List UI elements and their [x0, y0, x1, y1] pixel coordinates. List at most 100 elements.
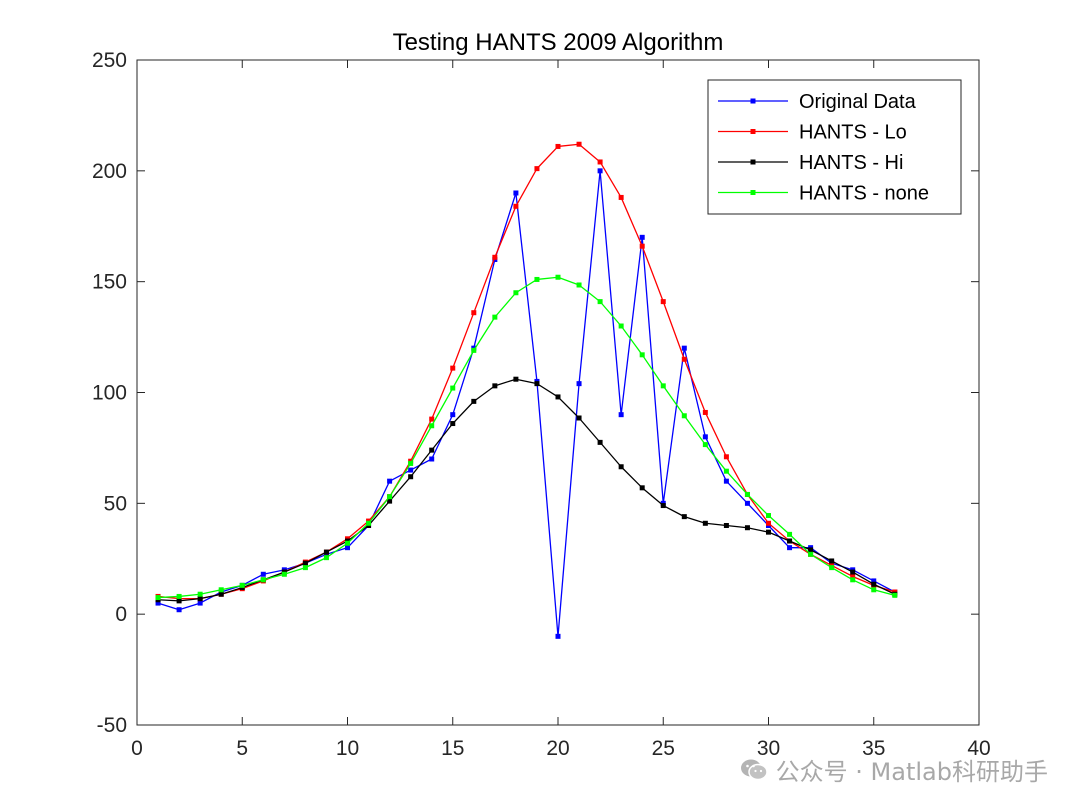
- data-point-hants-lo: [681, 356, 687, 362]
- data-point-hants-none: [302, 565, 308, 571]
- data-point-hants-none: [871, 587, 877, 593]
- data-point-hants-none: [492, 314, 498, 320]
- data-point-original-data: [450, 412, 456, 418]
- data-point-hants-hi: [492, 383, 498, 389]
- data-point-hants-none: [744, 491, 750, 497]
- x-tick-label: 20: [546, 737, 569, 760]
- data-point-hants-hi: [702, 520, 708, 526]
- data-point-hants-hi: [555, 394, 561, 400]
- legend-swatch-marker: [750, 190, 756, 195]
- legend: Original Data HANTS - Lo HANTS - Hi HANTS -…: [707, 79, 962, 215]
- legend-label: HANTS - Hi: [799, 152, 903, 174]
- data-point-hants-hi: [871, 581, 877, 587]
- data-point-hants-none: [892, 592, 898, 598]
- data-point-hants-none: [787, 531, 793, 537]
- chart-title: Testing HANTS 2009 Algorithm: [393, 29, 724, 56]
- wechat-icon: [740, 758, 768, 782]
- data-point-hants-none: [808, 551, 814, 557]
- data-point-hants-none: [155, 595, 161, 601]
- x-tick-label: 35: [862, 737, 885, 760]
- data-point-hants-hi: [808, 547, 814, 553]
- data-point-original-data: [681, 345, 687, 351]
- data-point-hants-none: [723, 468, 729, 474]
- data-point-original-data: [260, 571, 266, 577]
- data-point-hants-hi: [766, 529, 771, 535]
- data-point-original-data: [513, 190, 519, 196]
- data-point-hants-hi: [323, 549, 329, 555]
- data-point-original-data: [176, 607, 182, 613]
- y-tick-label: 50: [104, 492, 127, 515]
- data-point-hants-lo: [450, 365, 456, 371]
- data-point-hants-hi: [681, 514, 687, 520]
- data-point-hants-none: [576, 282, 582, 288]
- data-point-hants-none: [345, 540, 350, 546]
- data-point-hants-hi: [197, 596, 203, 602]
- data-point-hants-hi: [429, 447, 435, 453]
- data-point-hants-hi: [850, 569, 856, 575]
- series-line-original-data: [157, 170, 896, 637]
- x-tick-label: 5: [236, 737, 248, 760]
- y-tick-label: 100: [92, 382, 127, 405]
- data-point-hants-lo: [429, 416, 435, 422]
- data-point-hants-lo: [850, 573, 856, 579]
- x-axis: 0 5 10 15 20 25 30 35 40: [131, 60, 991, 760]
- data-point-hants-hi: [660, 503, 666, 509]
- data-point-hants-hi: [597, 439, 603, 445]
- data-point-hants-hi: [471, 398, 477, 404]
- x-tick-label: 25: [652, 737, 675, 760]
- data-point-hants-lo: [534, 166, 540, 172]
- x-tick-label: 30: [757, 737, 780, 760]
- data-point-hants-lo: [660, 299, 666, 305]
- data-point-hants-none: [429, 423, 435, 429]
- x-tick-label: 15: [441, 737, 464, 760]
- data-point-hants-none: [197, 591, 203, 597]
- data-point-hants-hi: [176, 598, 182, 604]
- data-point-hants-none: [660, 383, 666, 389]
- data-point-hants-none: [639, 352, 645, 358]
- data-point-hants-none: [239, 582, 245, 588]
- data-point-original-data: [597, 168, 603, 174]
- watermark: 公众号 · Matlab科研助手: [740, 752, 1048, 787]
- series-line-hants-hi: [158, 378, 896, 602]
- data-point-original-data: [723, 478, 729, 484]
- data-point-original-data: [787, 545, 793, 551]
- data-point-hants-none: [850, 577, 856, 583]
- series-layer: [155, 141, 898, 639]
- legend-swatch-marker: [750, 98, 756, 104]
- data-point-hants-none: [829, 565, 835, 571]
- data-point-original-data: [871, 578, 877, 584]
- data-point-hants-hi: [639, 485, 645, 491]
- data-point-hants-none: [513, 290, 519, 296]
- data-point-hants-lo: [766, 520, 771, 526]
- data-point-original-data: [702, 434, 708, 440]
- data-point-original-data: [429, 456, 435, 462]
- data-point-hants-hi: [618, 464, 624, 470]
- data-point-hants-none: [366, 520, 372, 526]
- data-point-hants-hi: [576, 415, 582, 421]
- legend-label: HANTS - Lo: [799, 122, 907, 144]
- data-point-hants-lo: [576, 141, 582, 147]
- data-point-original-data: [639, 234, 645, 240]
- y-tick-label: 200: [92, 160, 127, 183]
- data-point-hants-none: [597, 299, 603, 305]
- data-point-hants-none: [766, 513, 771, 519]
- data-point-hants-none: [260, 577, 266, 583]
- legend-label: HANTS - none: [799, 183, 929, 205]
- data-point-original-data: [576, 381, 582, 387]
- data-point-hants-hi: [408, 474, 414, 480]
- data-point-original-data: [555, 633, 561, 639]
- data-point-original-data: [345, 545, 350, 551]
- data-point-hants-lo: [639, 243, 645, 249]
- data-point-hants-lo: [618, 194, 624, 200]
- data-point-hants-lo: [492, 254, 498, 260]
- data-point-hants-hi: [787, 538, 793, 544]
- data-point-hants-none: [618, 323, 624, 329]
- watermark-text: 公众号 · Matlab科研助手: [775, 758, 1048, 786]
- y-tick-label: 150: [92, 271, 127, 294]
- data-point-hants-lo: [597, 159, 603, 165]
- y-tick-label: -50: [97, 714, 127, 737]
- y-tick-label: 0: [115, 603, 127, 626]
- data-point-hants-lo: [513, 203, 519, 209]
- data-point-original-data: [155, 600, 161, 606]
- data-point-original-data: [197, 600, 203, 606]
